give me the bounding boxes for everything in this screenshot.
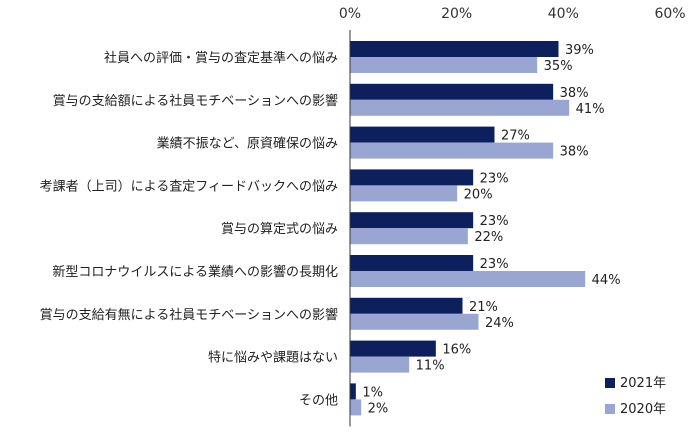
bar-2020 — [350, 356, 410, 373]
category-label: 考課者（上司）による査定フィードバックへの悩み — [40, 178, 338, 194]
bar-2021 — [350, 41, 559, 57]
data-label: 39% — [565, 43, 594, 58]
legend-label: 2020年 — [620, 402, 666, 417]
category-label: 賞与の支給額による社員モチベーションへの影響 — [53, 93, 338, 109]
category-label: 賞与の算定式の悩み — [221, 222, 338, 237]
category-label: 賞与の支給有無による社員モチベーションへの影響 — [40, 307, 338, 323]
category-label: その他 — [299, 393, 338, 408]
category-label: 新型コロナウイルスによる業績への影響の長期化 — [52, 264, 338, 280]
data-label: 35% — [544, 59, 573, 74]
bar-2020 — [350, 142, 554, 159]
data-label: 20% — [464, 187, 493, 202]
bar-2020 — [350, 99, 570, 116]
data-label: 38% — [560, 145, 589, 160]
data-label: 41% — [576, 102, 605, 117]
x-tick-label: 20% — [441, 6, 472, 22]
bar-2020 — [350, 185, 458, 202]
legend-swatch — [605, 378, 615, 388]
bar-2021 — [350, 255, 474, 271]
data-label: 22% — [474, 230, 503, 245]
bar-2021 — [350, 212, 474, 229]
legend-swatch — [605, 404, 615, 414]
category-label: 特に悩みや課題はない — [208, 350, 338, 366]
bar-2021 — [350, 83, 554, 100]
data-label: 44% — [592, 273, 621, 288]
data-label: 23% — [480, 171, 509, 186]
x-tick-label: 0% — [339, 6, 361, 22]
data-label: 1% — [362, 385, 383, 400]
legend-label: 2021年 — [620, 376, 666, 391]
bar-2021 — [350, 340, 436, 357]
data-label: 11% — [416, 359, 445, 374]
category-label: 社員への評価・賞与の査定基準への悩み — [104, 50, 338, 66]
data-label: 21% — [469, 300, 498, 315]
bar-2021 — [350, 169, 474, 186]
x-tick-label: 60% — [654, 6, 685, 22]
bar-2020 — [350, 228, 468, 245]
data-label: 24% — [485, 316, 514, 331]
bar-2021 — [350, 126, 495, 143]
bar-2020 — [350, 271, 586, 287]
data-label: 27% — [501, 129, 530, 144]
category-label: 業績不振など、原資確保の悩み — [157, 136, 338, 152]
bar-2020 — [350, 313, 479, 330]
x-tick-label: 40% — [548, 6, 579, 22]
data-label: 2% — [368, 401, 389, 416]
bar-2021 — [350, 383, 356, 400]
data-label: 16% — [442, 343, 471, 358]
data-label: 23% — [480, 214, 509, 229]
data-label: 38% — [560, 86, 589, 101]
bar-2020 — [350, 399, 362, 416]
bar-2020 — [350, 57, 538, 73]
data-label: 23% — [480, 257, 509, 272]
bar-2021 — [350, 297, 463, 314]
